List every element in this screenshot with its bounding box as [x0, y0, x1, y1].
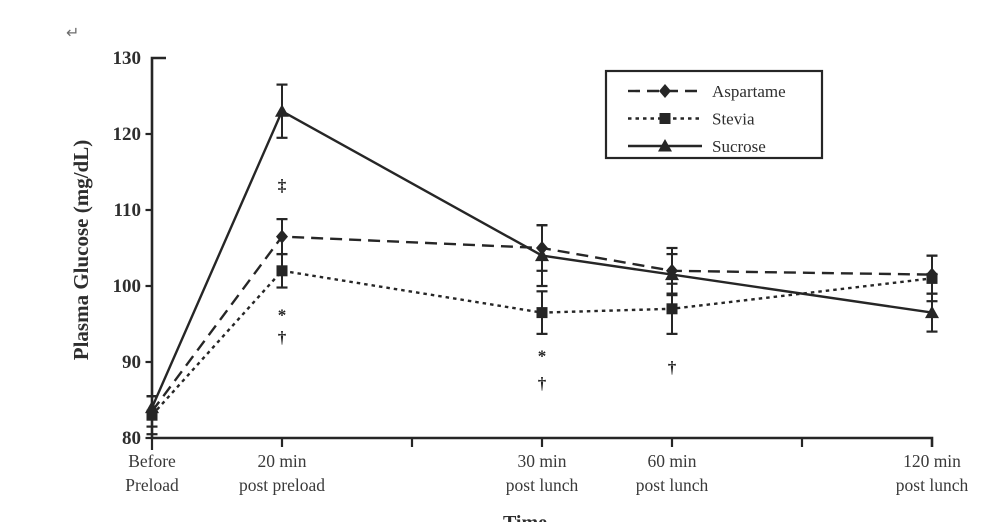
marker-square-stevia	[926, 272, 938, 284]
x-tick-label-line1: Before	[128, 451, 176, 471]
marker-square-stevia	[666, 303, 678, 315]
x-tick-label-line2: post lunch	[506, 475, 579, 495]
significance-marker: †	[668, 358, 677, 377]
legend-label-aspartame: Aspartame	[712, 82, 786, 101]
significance-marker: *	[278, 305, 287, 324]
marker-diamond-aspartame	[276, 229, 288, 244]
significance-markers: ‡ * † * † †	[278, 176, 677, 393]
x-tick-label-line1: 20 min	[257, 451, 306, 471]
y-tick-label: 120	[113, 124, 142, 145]
return-mark: ↵	[66, 23, 79, 42]
x-tick-label-line2: post lunch	[636, 475, 709, 495]
significance-marker: *	[538, 346, 547, 365]
significance-marker: ‡	[278, 176, 287, 195]
x-axis-title: Time	[503, 512, 547, 522]
legend-label-stevia: Stevia	[712, 110, 755, 129]
legend: Aspartame Stevia Sucrose	[604, 69, 824, 160]
x-tick-label-line1: 120 min	[903, 451, 961, 471]
x-tick-label-line2: post lunch	[896, 475, 969, 495]
x-tick-label-line1: 60 min	[647, 451, 696, 471]
marker-diamond-aspartame	[536, 241, 548, 255]
y-tick-label: 130	[113, 48, 142, 69]
data-series	[145, 83, 939, 436]
axes: 80 90 100 110 120 130 Before Preload 20 min post …	[113, 48, 969, 495]
y-tick-label: 110	[114, 200, 141, 221]
marker-triangle-sucrose	[275, 104, 289, 117]
significance-marker: †	[538, 374, 547, 393]
marker-triangle-sucrose	[535, 248, 549, 262]
legend-marker-aspartame	[659, 84, 671, 98]
x-tick-label-line1: 30 min	[517, 451, 566, 471]
marker-square-stevia	[276, 265, 288, 277]
y-axis-title: Plasma Glucose (mg/dL)	[69, 140, 93, 361]
x-tick-label-line2: Preload	[125, 475, 179, 495]
legend-label-sucrose: Sucrose	[712, 137, 766, 156]
marker-square-stevia	[536, 307, 548, 319]
significance-marker: †	[278, 328, 287, 347]
legend-marker-sucrose	[658, 139, 672, 152]
y-tick-label: 100	[113, 276, 142, 297]
x-tick-label-line2: post preload	[239, 475, 325, 495]
marker-triangle-sucrose	[665, 267, 679, 281]
legend-box	[604, 69, 824, 160]
legend-marker-stevia	[659, 113, 671, 124]
y-tick-label: 90	[122, 352, 141, 373]
marker-triangle-sucrose	[145, 400, 159, 414]
y-tick-label: 80	[122, 428, 141, 449]
marker-square-stevia	[146, 409, 158, 421]
marker-triangle-sucrose	[925, 305, 939, 319]
